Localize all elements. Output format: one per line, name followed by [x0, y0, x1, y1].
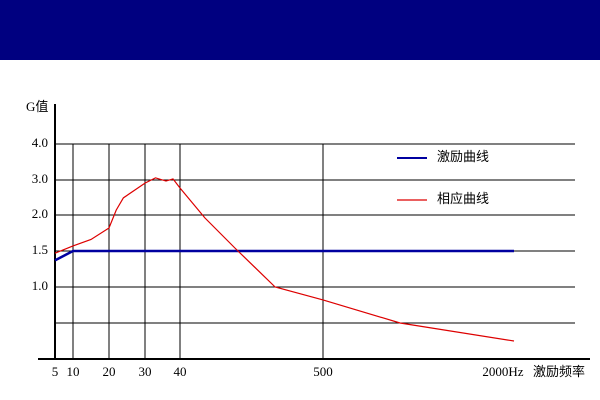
x-tick-label: 5 — [52, 364, 59, 379]
series-line — [54, 249, 514, 262]
x-tick-label: 500 — [313, 364, 333, 379]
y-tick-label: 2.0 — [32, 206, 48, 221]
x-tick-label: 20 — [103, 364, 116, 379]
y-axis-label: G值 — [26, 99, 48, 114]
y-tick-label: 1.0 — [32, 278, 48, 293]
x-tick-label: 2000Hz — [482, 364, 523, 379]
x-axis-label: 激励频率 — [533, 364, 585, 379]
x-tick-label: 10 — [67, 364, 80, 379]
x-tick-label: 30 — [139, 364, 152, 379]
series-line — [54, 177, 515, 342]
legend-label: 相应曲线 — [437, 191, 489, 206]
x-tick-label: 40 — [174, 364, 187, 379]
y-tick-label: 1.5 — [32, 242, 48, 257]
header-band — [0, 0, 600, 60]
y-tick-label: 4.0 — [32, 135, 48, 150]
y-tick-label: 3.0 — [32, 171, 48, 186]
legend-label: 激励曲线 — [437, 149, 489, 164]
